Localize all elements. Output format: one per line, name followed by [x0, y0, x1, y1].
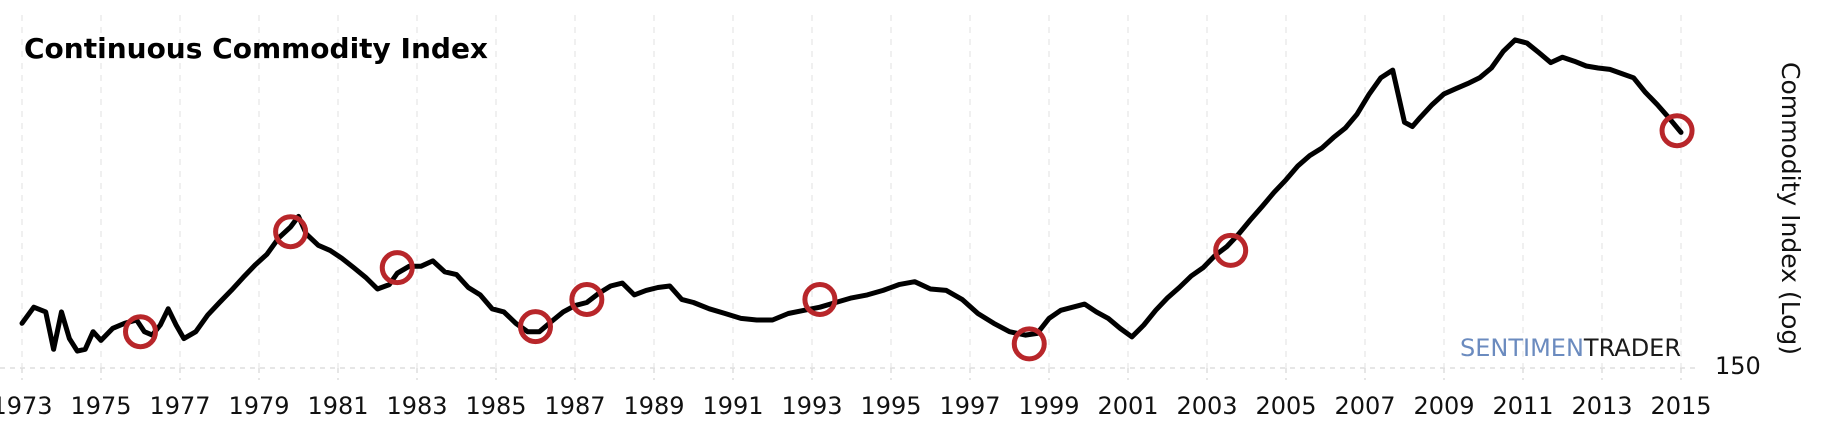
highlight-circle-2	[273, 214, 309, 250]
x-tick-label-1987: 1987	[544, 392, 605, 420]
watermark-part2: TRADER	[1583, 334, 1681, 362]
watermark-logo: SENTIMENTRADER	[1460, 334, 1681, 362]
x-tick-label-2001: 2001	[1097, 392, 1158, 420]
x-tick-label-1981: 1981	[307, 392, 368, 420]
x-tick-label-1991: 1991	[702, 392, 763, 420]
x-tick-label-2009: 2009	[1413, 392, 1474, 420]
highlight-circle-3	[379, 250, 415, 286]
highlight-circle-6	[802, 281, 838, 317]
series-layer	[19, 37, 1684, 354]
x-tick-label-1973: 1973	[0, 392, 53, 420]
x-tick-label-2011: 2011	[1492, 392, 1553, 420]
x-tick-label-1985: 1985	[465, 392, 526, 420]
x-tick-label-1997: 1997	[939, 392, 1000, 420]
x-tick-label-1975: 1975	[70, 392, 131, 420]
grid-lines	[0, 15, 1700, 380]
chart-title: Continuous Commodity Index	[24, 32, 488, 65]
x-tick-label-2015: 2015	[1650, 392, 1711, 420]
highlight-circle-7	[1011, 326, 1047, 362]
highlight-circle-8	[1213, 232, 1249, 268]
x-tick-label-2013: 2013	[1571, 392, 1632, 420]
x-tick-label-1995: 1995	[860, 392, 921, 420]
x-tick-label-1979: 1979	[228, 392, 289, 420]
watermark-part1: SENTIMEN	[1460, 334, 1584, 362]
y-tick-label: 150	[1715, 352, 1761, 380]
series-line-0	[19, 37, 1684, 354]
x-tick-label-2003: 2003	[1176, 392, 1237, 420]
highlight-circle-5	[569, 281, 605, 317]
x-tick-label-1977: 1977	[149, 392, 210, 420]
x-tick-label-1999: 1999	[1018, 392, 1079, 420]
highlight-markers	[123, 113, 1695, 362]
x-axis-ticks: 1973 1975 1977 1979 1981 1983 1985 1987 1989 1991…	[0, 392, 1712, 420]
x-tick-label-1989: 1989	[623, 392, 684, 420]
y-axis-label: Commodity Index (Log)	[1776, 62, 1805, 355]
x-tick-label-1983: 1983	[386, 392, 447, 420]
highlight-circle-4	[518, 309, 553, 345]
highlight-circle-9	[1659, 113, 1695, 149]
x-tick-label-2007: 2007	[1334, 392, 1395, 420]
x-tick-label-1993: 1993	[781, 392, 842, 420]
x-tick-label-2005: 2005	[1255, 392, 1316, 420]
highlight-circle-1	[123, 314, 158, 350]
